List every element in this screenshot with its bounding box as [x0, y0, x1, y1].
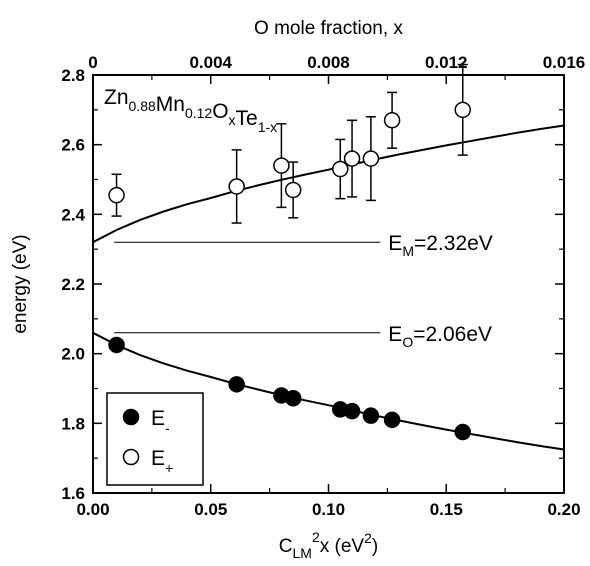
legend-label-main: E: [151, 447, 165, 470]
reference-label-value: =2.06eV: [413, 323, 492, 346]
x-axis-top-title: O mole fraction, x: [254, 18, 403, 39]
x-axis-bottom-title-main: C: [279, 536, 293, 557]
point-e-plus: [284, 181, 302, 199]
legend-label: E+: [151, 447, 173, 476]
legend-box: [106, 392, 204, 486]
composition-element: O: [212, 100, 228, 123]
y-tick-label: 2.8: [61, 66, 85, 85]
point-e-plus: [454, 101, 471, 119]
legend-label-main: E: [151, 407, 165, 430]
reference-line-label: EM=2.32eV: [388, 232, 493, 259]
x-top-tick-label: 0.016: [543, 53, 586, 72]
x-axis-bottom-title-unit-sup: 2: [364, 530, 372, 546]
composition-subscript: 0.12: [185, 105, 212, 121]
point-e-plus: [332, 160, 349, 178]
x-top-tick-label: 0.004: [189, 53, 232, 72]
x-axis-bottom-title-close: ): [372, 536, 378, 557]
legend: E-E+: [106, 392, 204, 486]
x-axis-bottom-title-rest: x (eV: [320, 536, 365, 557]
y-tick-label: 2.4: [61, 205, 85, 224]
composition-element: Zn: [104, 86, 129, 109]
reference-line-label: EO=2.06eV: [388, 323, 492, 350]
reference-label-subscript: M: [402, 243, 414, 259]
point-e-plus: [343, 150, 361, 167]
composition-subscript: 0.88: [129, 98, 156, 114]
reference-label-subscript: O: [402, 334, 413, 350]
fit-curve-plus: [92, 124, 565, 244]
legend-label-subscript: +: [165, 460, 173, 476]
y-tick-label: 2.2: [61, 275, 85, 294]
x-axis-bottom-title-sub: LM: [293, 545, 312, 561]
legend-marker: [122, 448, 140, 466]
x-top-tick-label: 0: [88, 53, 97, 72]
x-axis-bottom-title-sup: 2: [312, 529, 320, 545]
reference-label-value: =2.32eV: [414, 232, 493, 255]
point-e-minus: [383, 411, 401, 429]
x-bottom-tick-label: 0.05: [194, 500, 227, 519]
legend-label: E-: [151, 407, 170, 436]
point-e-minus: [454, 423, 471, 441]
point-e-minus: [228, 376, 245, 393]
point-e-minus: [362, 407, 380, 424]
y-tick-label: 2.6: [61, 136, 85, 155]
fit-curve-minus: [92, 331, 565, 451]
x-top-tick-label: 0.012: [425, 53, 468, 72]
x-bottom-tick-label: 0.10: [312, 500, 345, 519]
point-e-minus: [343, 402, 361, 420]
legend-label-subscript: -: [165, 420, 170, 436]
reference-label-main: E: [388, 323, 402, 346]
y-axis-ticks: 1.6 1.8 2.0 2.2 2.4 2.6 2.8: [61, 66, 564, 503]
y-axis-title: energy (eV): [10, 234, 31, 333]
composition-element: Te: [236, 107, 258, 130]
point-e-plus: [383, 112, 401, 129]
point-e-plus: [228, 178, 245, 195]
data-markers: [108, 101, 471, 441]
composition-label: Zn0.88Mn0.12OxTe1-x: [104, 86, 277, 135]
x-axis-bottom-title: CLM2x (eV2): [279, 529, 378, 561]
x-axis-top-ticks: 0 0.004 0.008 0.012 0.016: [88, 53, 585, 84]
composition-element: Mn: [156, 93, 185, 116]
point-e-plus: [273, 157, 290, 174]
point-e-plus: [108, 186, 125, 204]
error-bars: [111, 63, 468, 224]
legend-marker: [122, 408, 140, 426]
reference-lines: [114, 241, 381, 334]
x-bottom-tick-label: 0.00: [76, 500, 109, 519]
y-tick-label: 2.0: [61, 345, 85, 364]
x-axis-bottom-ticks: 0.00 0.05 0.10 0.15 0.20: [76, 484, 581, 519]
composition-subscript: x: [229, 112, 236, 128]
y-tick-label: 1.8: [61, 414, 85, 433]
reference-label-main: E: [388, 232, 402, 255]
x-bottom-tick-label: 0.20: [547, 500, 580, 519]
composition-subscript: 1-x: [258, 119, 277, 135]
point-e-minus: [284, 390, 302, 407]
x-bottom-tick-label: 0.15: [430, 500, 463, 519]
point-e-plus: [362, 150, 380, 167]
fit-curves: [92, 124, 565, 451]
y-tick-label: 1.6: [61, 484, 85, 503]
point-e-minus: [108, 336, 125, 354]
x-top-tick-label: 0.008: [307, 53, 350, 72]
